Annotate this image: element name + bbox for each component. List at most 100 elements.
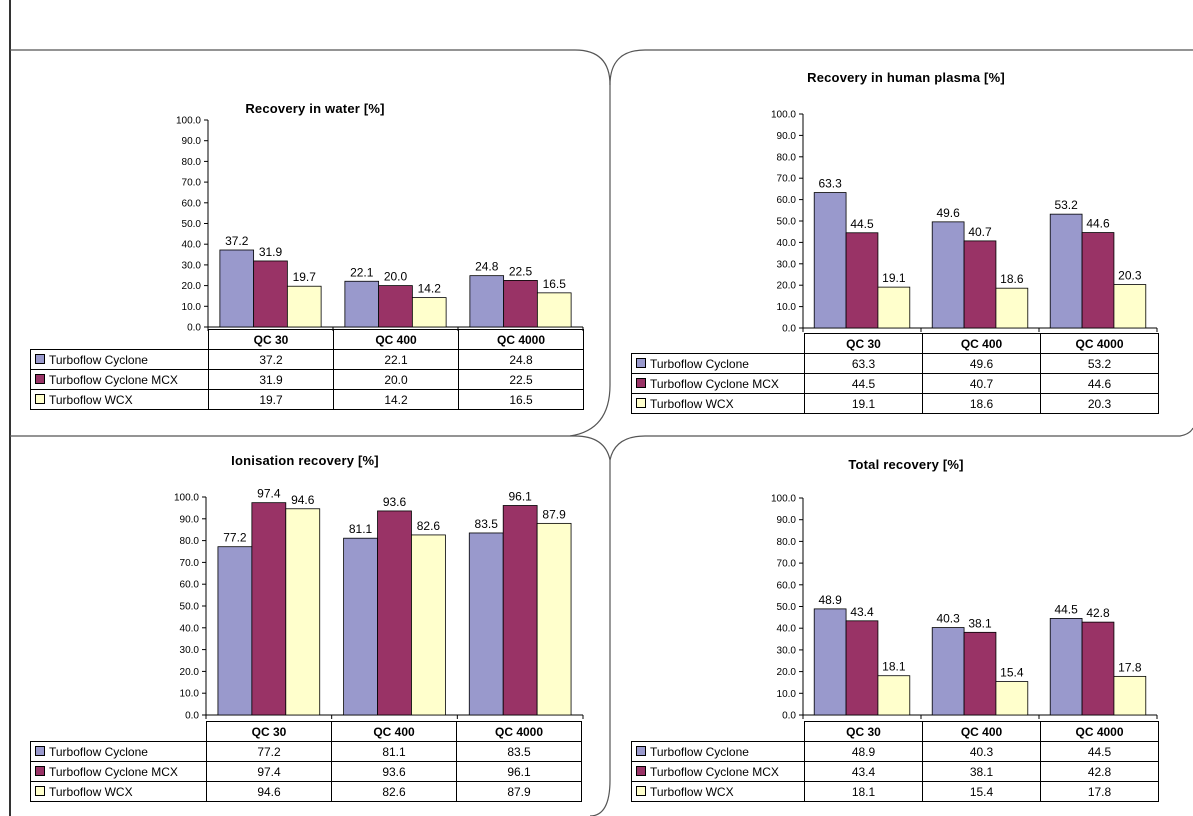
y-tick-label: 0.0 <box>782 324 796 335</box>
table-cell: 93.6 <box>331 761 457 782</box>
bar <box>963 240 997 329</box>
data-label: 40.3 <box>936 612 960 626</box>
series-legend-cell: Turboflow WCX <box>30 781 207 802</box>
y-tick-label: 80.0 <box>777 537 797 548</box>
data-label: 14.2 <box>418 282 442 296</box>
data-label: 22.1 <box>350 265 374 279</box>
table-cell: 18.1 <box>804 781 923 802</box>
y-tick-label: 40.0 <box>182 240 202 251</box>
legend-swatch <box>35 746 45 757</box>
series-legend-cell: Turboflow WCX <box>631 781 805 802</box>
bar <box>536 522 572 716</box>
data-label: 96.1 <box>508 490 532 504</box>
legend-swatch <box>35 766 45 777</box>
data-label: 49.6 <box>936 206 960 220</box>
bar <box>378 285 413 328</box>
data-label: 18.1 <box>882 660 906 674</box>
table-cell: 38.1 <box>922 761 1041 782</box>
y-tick-label: 70.0 <box>182 178 202 189</box>
bar <box>253 260 288 328</box>
bar <box>1113 284 1147 329</box>
y-tick-label: 10.0 <box>777 302 797 313</box>
table-corner <box>631 721 805 742</box>
table-cell: 82.6 <box>331 781 457 802</box>
bar <box>468 532 504 716</box>
y-tick-label: 10.0 <box>180 689 200 700</box>
table-header-row: QC 30 QC 400 QC 4000 <box>631 721 1159 742</box>
table-header-row: QC 30 QC 400 QC 4000 <box>30 721 582 742</box>
series-name: Turboflow Cyclone MCX <box>650 764 779 779</box>
table-row: Turboflow WCX 19.1 18.6 20.3 <box>631 393 1159 414</box>
y-tick-label: 10.0 <box>182 302 202 313</box>
bar <box>1081 232 1115 329</box>
data-label: 15.4 <box>1000 666 1024 680</box>
y-tick-label: 80.0 <box>777 152 797 163</box>
data-label: 17.8 <box>1118 660 1142 674</box>
bar <box>813 608 847 716</box>
table-cell: 48.9 <box>804 741 923 762</box>
data-label: 48.9 <box>818 593 842 607</box>
y-tick-label: 50.0 <box>182 219 202 230</box>
y-tick-label: 20.0 <box>180 667 200 678</box>
data-label: 94.6 <box>291 493 315 507</box>
legend-swatch <box>35 374 45 385</box>
bar <box>1081 621 1115 716</box>
data-label: 82.6 <box>417 519 441 533</box>
data-table-water: QC 30 QC 400 QC 4000 Turboflow Cyclone 3… <box>30 329 584 410</box>
category-header: QC 400 <box>922 721 1041 742</box>
legend-swatch <box>636 398 646 409</box>
bar <box>877 675 911 716</box>
bar <box>411 297 447 328</box>
bar <box>931 627 965 716</box>
table-cell: 20.3 <box>1040 393 1159 414</box>
series-name: Turboflow Cyclone <box>650 356 749 371</box>
table-cell: 44.5 <box>1040 741 1159 762</box>
table-row: Turboflow Cyclone MCX 97.4 93.6 96.1 <box>30 761 582 782</box>
table-cell: 16.5 <box>458 389 584 410</box>
data-label: 16.5 <box>543 277 567 291</box>
table-row: Turboflow WCX 94.6 82.6 87.9 <box>30 781 582 802</box>
data-label: 44.6 <box>1086 217 1110 231</box>
data-table-ionisation: QC 30 QC 400 QC 4000 Turboflow Cyclone 7… <box>30 721 582 802</box>
y-tick-label: 30.0 <box>777 645 797 656</box>
data-label: 40.7 <box>968 225 992 239</box>
bar <box>469 275 505 328</box>
bar <box>845 232 879 329</box>
category-header: QC 400 <box>331 721 457 742</box>
category-header: QC 4000 <box>1040 721 1159 742</box>
bar <box>377 510 412 716</box>
legend-swatch <box>636 358 646 369</box>
legend-swatch <box>636 378 646 389</box>
data-label: 37.2 <box>225 234 249 248</box>
y-tick-label: 40.0 <box>180 623 200 634</box>
data-table-plasma: QC 30 QC 400 QC 4000 Turboflow Cyclone 6… <box>631 333 1159 414</box>
data-label: 93.6 <box>383 495 407 509</box>
data-label: 44.5 <box>850 217 874 231</box>
y-tick-label: 60.0 <box>182 198 202 209</box>
data-label: 53.2 <box>1054 198 1078 212</box>
series-legend-cell: Turboflow WCX <box>30 389 209 410</box>
data-label: 83.5 <box>475 517 499 531</box>
legend-swatch <box>35 786 45 797</box>
y-tick-label: 30.0 <box>182 260 202 271</box>
bar <box>1113 675 1147 716</box>
y-tick-label: 90.0 <box>180 514 200 525</box>
legend-swatch <box>636 786 646 797</box>
series-name: Turboflow Cyclone MCX <box>49 372 178 387</box>
bar <box>344 280 380 328</box>
table-cell: 17.8 <box>1040 781 1159 802</box>
y-tick-label: 30.0 <box>180 645 200 656</box>
y-tick-label: 90.0 <box>182 136 202 147</box>
table-cell: 40.3 <box>922 741 1041 762</box>
series-name: Turboflow Cyclone <box>49 744 148 759</box>
y-tick-label: 90.0 <box>777 131 797 142</box>
series-name: Turboflow Cyclone <box>650 744 749 759</box>
table-cell: 44.5 <box>804 373 923 394</box>
table-row: Turboflow Cyclone MCX 43.4 38.1 42.8 <box>631 761 1159 782</box>
y-tick-label: 70.0 <box>777 559 797 570</box>
